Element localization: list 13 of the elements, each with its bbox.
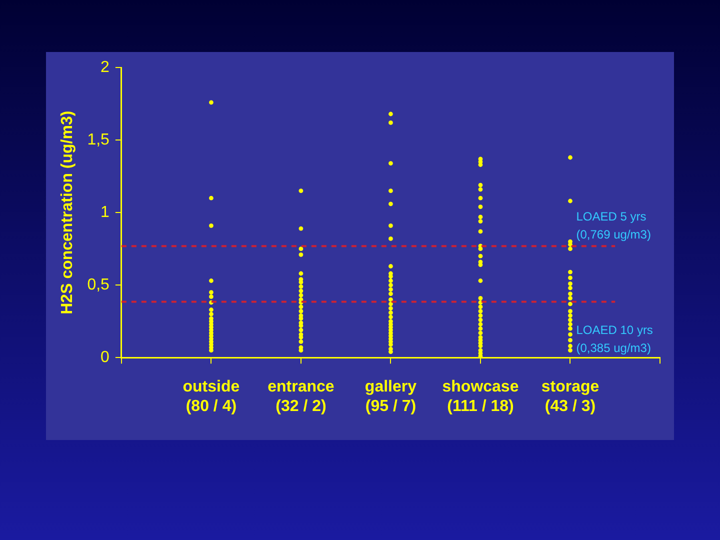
x-tick-label: entrance (32 / 2) [268, 378, 334, 415]
y-tick-label: 1,5 [87, 132, 110, 149]
x-tick-label: gallery (95 / 7) [364, 378, 417, 415]
y-tick-label: 0,5 [87, 276, 110, 294]
y-tick-label: 2 [100, 59, 110, 76]
ref-line-label: LOAED 10 yrs (0,385 ug/m3) [576, 323, 653, 356]
x-tick-label: storage (43 / 3) [541, 378, 600, 415]
y-axis-title: H2S concentration (ug/m3) [59, 110, 76, 314]
y-tick-label: 0 [100, 349, 110, 366]
x-tick-label: outside (80 / 4) [182, 378, 240, 415]
ref-line-label: LOAED 5 yrs (0,769 ug/m3) [576, 209, 651, 242]
x-tick-label: showcase (111 / 18) [442, 378, 519, 415]
y-tick-label: 1 [100, 204, 110, 222]
